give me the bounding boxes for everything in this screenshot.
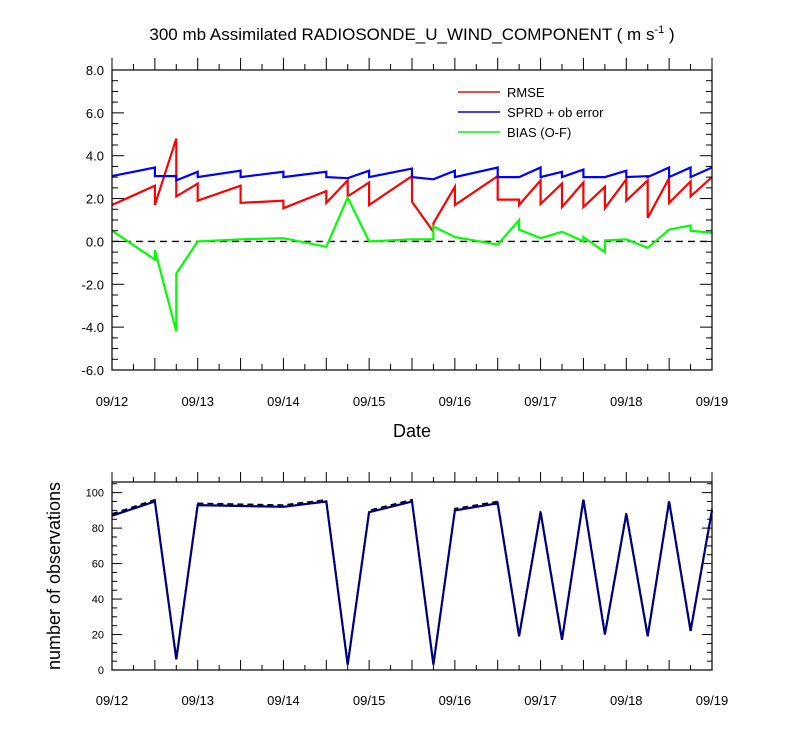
top-y-tick-label: -6.0 xyxy=(82,363,104,378)
top-y-tick-label: 8.0 xyxy=(86,63,104,78)
chart-title-superscript: -1 xyxy=(654,24,664,36)
top-series-group xyxy=(111,138,713,332)
top-x-tick-label: 09/19 xyxy=(696,394,729,409)
bottom-y-tick-label: 100 xyxy=(86,488,104,500)
bottom-x-tick-labels: 09/12 09/13 09/14 09/15 09/16 09/17 09/18 09/19 xyxy=(96,693,729,708)
chart-title-close: ) xyxy=(664,25,674,44)
observations-used-line xyxy=(111,499,714,665)
bottom-x-tick-label: 09/16 xyxy=(439,693,472,708)
bottom-ticks xyxy=(111,472,713,671)
top-x-tick-label: 09/13 xyxy=(181,394,214,409)
bottom-y-tick-labels: 100 80 60 40 20 0 xyxy=(86,488,104,677)
top-x-axis-title: Date xyxy=(393,421,431,441)
bottom-x-tick-label: 09/15 xyxy=(353,693,386,708)
bottom-x-tick-label: 09/12 xyxy=(96,693,129,708)
legend-label-sprd: SPRD + ob error xyxy=(507,105,604,120)
top-x-tick-label: 09/12 xyxy=(96,394,129,409)
chart-title: 300 mb Assimilated RADIOSONDE_U_WIND_COM… xyxy=(149,24,674,44)
top-y-tick-label: 2.0 xyxy=(86,192,104,207)
top-panel: 8.06.04.02.00.0-2.0-4.0-6.0 09/12 09/13 09… xyxy=(82,58,729,441)
top-y-tick-label: -4.0 xyxy=(82,320,104,335)
bottom-y-tick-label: 0 xyxy=(98,665,104,677)
top-ticks xyxy=(111,58,713,371)
bottom-y-tick-label: 80 xyxy=(92,523,104,535)
bottom-series-group xyxy=(111,497,714,665)
top-x-tick-labels: 09/12 09/13 09/14 09/15 09/16 09/17 09/18 09/19 xyxy=(96,394,729,409)
top-plot-frame xyxy=(111,69,713,371)
top-x-tick-label: 09/17 xyxy=(524,394,557,409)
bottom-x-tick-label: 09/18 xyxy=(610,693,643,708)
bottom-x-tick-label: 09/13 xyxy=(181,693,214,708)
top-y-tick-label: 4.0 xyxy=(86,149,104,164)
legend: RMSE SPRD + ob error BIAS (O-F) xyxy=(458,85,604,140)
top-x-tick-label: 09/14 xyxy=(267,394,300,409)
bottom-x-tick-label: 09/17 xyxy=(524,693,557,708)
top-y-tick-label: 6.0 xyxy=(86,106,104,121)
bottom-plot-frame xyxy=(111,481,713,671)
top-y-tick-label: 0.0 xyxy=(86,234,104,249)
legend-label-rmse: RMSE xyxy=(507,85,545,100)
observations-possible-line xyxy=(111,497,713,664)
bottom-x-tick-label: 09/14 xyxy=(267,693,300,708)
top-x-tick-label: 09/16 xyxy=(439,394,472,409)
rmse-line xyxy=(111,138,713,236)
chart-title-main: 300 mb Assimilated RADIOSONDE_U_WIND_COM… xyxy=(149,25,654,44)
bottom-y-tick-label: 60 xyxy=(92,559,104,571)
bottom-x-tick-label: 09/19 xyxy=(696,693,729,708)
top-x-tick-label: 09/15 xyxy=(353,394,386,409)
bottom-y-tick-label: 20 xyxy=(92,630,104,642)
legend-label-bias: BIAS (O-F) xyxy=(507,125,571,140)
bottom-y-tick-label: 40 xyxy=(92,594,104,606)
bottom-y-axis-title: number of observations xyxy=(44,482,64,670)
top-y-tick-labels: 8.0 6.0 4.0 2.0 0.0 -2.0 -4.0 -6.0 xyxy=(82,63,104,378)
top-x-tick-label: 09/18 xyxy=(610,394,643,409)
top-y-tick-label: -2.0 xyxy=(82,277,104,292)
sprd-line xyxy=(111,165,713,183)
bias-line xyxy=(111,194,713,332)
